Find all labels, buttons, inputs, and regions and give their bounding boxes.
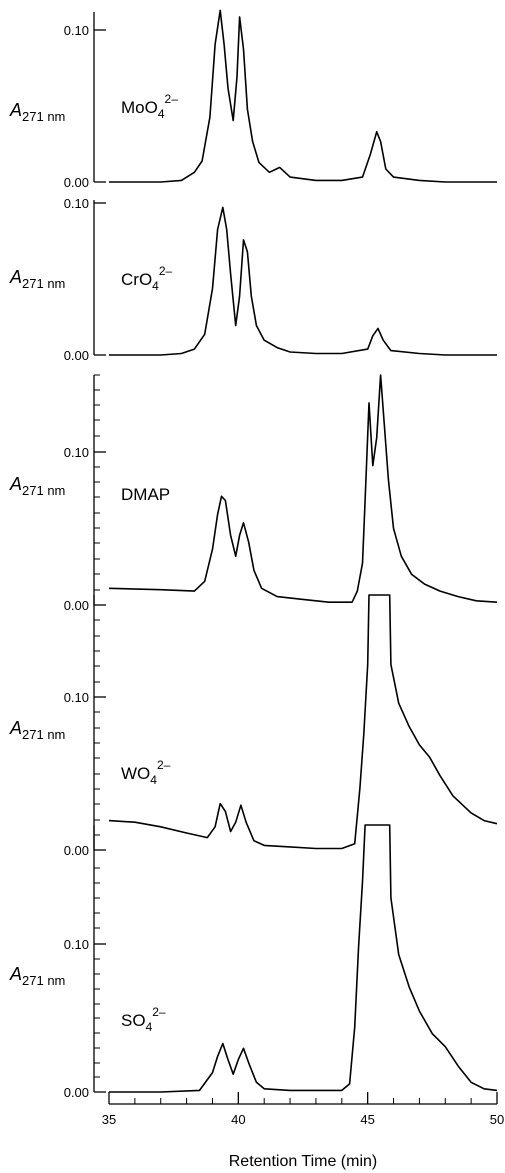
y-tick-label: 0.10 xyxy=(64,23,89,38)
panel-5: 0.10 0.00 A271 nm SO42– xyxy=(9,824,498,1100)
y-tick-label: 0.00 xyxy=(64,175,89,190)
y-axis-label: A271 nm xyxy=(9,267,65,291)
x-tick-label: 40 xyxy=(231,1112,245,1127)
x-tick-label: 45 xyxy=(360,1112,374,1127)
panel-4: 0.10 0.00 A271 nm WO42– xyxy=(9,594,498,858)
y-tick-label: 0.10 xyxy=(64,690,89,705)
x-axis: 35 40 45 50 xyxy=(102,1092,504,1127)
panel-3: 0.10 0.00 A271 nm DMAP xyxy=(9,374,498,613)
y-tick-label: 0.00 xyxy=(64,1085,89,1100)
chromatogram-trace xyxy=(108,374,498,604)
y-tick-label: 0.00 xyxy=(64,843,89,858)
chromatogram-trace xyxy=(108,594,498,850)
species-label: CrO42– xyxy=(121,264,173,293)
chromatogram-panels: 0.10 0.00 A271 nm MoO42– 0.10 0.00 A271 nm CrO4… xyxy=(9,9,498,1100)
y-tick-label: 0.10 xyxy=(64,445,89,460)
chromatogram-trace xyxy=(109,206,497,356)
chromatogram-trace xyxy=(109,824,498,1093)
species-label: SO42– xyxy=(121,1005,166,1034)
y-axis-label: A271 nm xyxy=(9,718,65,742)
y-axis-label: A271 nm xyxy=(9,100,65,124)
x-axis-title: Retention Time (min) xyxy=(229,1153,378,1170)
species-label: MoO42– xyxy=(121,92,178,121)
y-tick-label: 0.10 xyxy=(64,196,89,211)
y-tick-label: 0.10 xyxy=(64,937,89,952)
species-label: WO42– xyxy=(121,758,171,787)
panel-2: 0.10 0.00 A271 nm CrO42– xyxy=(9,196,497,363)
x-tick-label: 35 xyxy=(102,1112,116,1127)
y-tick-label: 0.00 xyxy=(64,348,89,363)
chromatogram-trace xyxy=(109,9,497,183)
panel-1: 0.10 0.00 A271 nm MoO42– xyxy=(9,9,497,190)
species-label: DMAP xyxy=(121,485,170,504)
y-tick-label: 0.00 xyxy=(64,598,89,613)
x-tick-label: 50 xyxy=(490,1112,504,1127)
y-axis-label: A271 nm xyxy=(9,474,65,498)
y-axis-label: A271 nm xyxy=(9,964,65,988)
